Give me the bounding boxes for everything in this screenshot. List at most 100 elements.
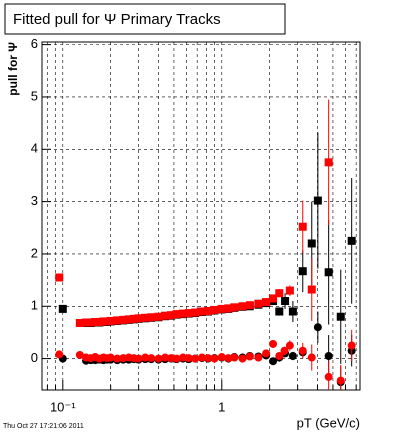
point <box>106 353 115 362</box>
timestamp: Thu Oct 27 17:21:06 2011 <box>3 423 84 430</box>
point <box>217 353 226 362</box>
point <box>178 309 187 318</box>
point <box>262 298 271 307</box>
point <box>324 351 333 360</box>
point <box>313 323 322 332</box>
point <box>191 354 200 363</box>
point <box>113 316 122 325</box>
point <box>262 349 271 358</box>
point <box>347 341 356 350</box>
point <box>324 158 333 167</box>
point <box>336 376 345 385</box>
point <box>217 304 226 313</box>
title-box <box>4 3 286 35</box>
point <box>336 312 345 321</box>
point <box>86 318 95 327</box>
point <box>119 315 128 324</box>
point <box>269 294 278 303</box>
point <box>298 267 307 276</box>
point <box>269 339 278 348</box>
point <box>280 346 289 355</box>
point <box>55 273 64 282</box>
point <box>288 307 297 316</box>
plot-frame <box>41 41 361 391</box>
point <box>313 196 322 205</box>
point <box>147 313 156 322</box>
point <box>134 354 143 363</box>
point <box>154 312 163 321</box>
y-tick-label: 0 <box>31 350 38 365</box>
point <box>245 352 254 361</box>
point <box>254 353 263 362</box>
y-tick-label: 1 <box>31 298 38 313</box>
point <box>154 354 163 363</box>
point <box>75 319 84 328</box>
point <box>113 354 122 363</box>
y-tick-label: 6 <box>31 36 38 51</box>
point <box>58 304 67 313</box>
point <box>275 307 284 316</box>
point <box>288 351 297 360</box>
point <box>254 299 263 308</box>
point <box>307 239 316 248</box>
point <box>324 268 333 277</box>
y-axis-label: pull for Ψ <box>6 42 20 96</box>
point <box>210 305 219 314</box>
point <box>141 353 150 362</box>
point <box>184 354 193 363</box>
point <box>161 311 170 320</box>
point <box>204 306 213 315</box>
point <box>238 354 247 363</box>
point <box>167 311 176 320</box>
point <box>224 354 233 363</box>
point <box>230 303 239 312</box>
point <box>161 353 170 362</box>
point <box>210 354 219 363</box>
point <box>307 353 316 362</box>
point <box>204 354 213 363</box>
y-tick-label: 2 <box>31 245 38 260</box>
point <box>106 316 115 325</box>
point <box>281 297 290 306</box>
x-tick-label: 1 <box>218 399 225 414</box>
point <box>269 357 278 366</box>
point <box>141 313 150 322</box>
point <box>285 341 294 350</box>
point <box>224 304 233 313</box>
chart-title: Fitted pull for Ψ Primary Tracks <box>13 11 221 28</box>
point <box>298 346 307 355</box>
point <box>129 314 138 323</box>
y-tick-label: 5 <box>31 88 38 103</box>
point <box>124 315 133 324</box>
point <box>172 354 181 363</box>
point <box>275 351 284 360</box>
point <box>197 307 206 316</box>
point <box>75 350 84 359</box>
x-tick-label: 10⁻¹ <box>50 399 76 414</box>
x-axis-label: pT (GeV/c) <box>297 415 360 430</box>
point <box>91 317 100 326</box>
point <box>275 289 284 298</box>
y-tick-label: 3 <box>31 193 38 208</box>
point <box>55 350 64 359</box>
point <box>347 236 356 245</box>
point <box>191 308 200 317</box>
point <box>245 301 254 310</box>
point <box>184 309 193 318</box>
point <box>307 285 316 294</box>
point <box>172 310 181 319</box>
point <box>285 286 294 295</box>
point <box>197 353 206 362</box>
point <box>238 302 247 311</box>
point <box>178 353 187 362</box>
point <box>82 318 91 327</box>
point <box>134 314 143 323</box>
y-tick-label: 4 <box>31 141 38 156</box>
point <box>230 353 239 362</box>
point <box>147 354 156 363</box>
point <box>324 372 333 381</box>
point <box>298 222 307 231</box>
